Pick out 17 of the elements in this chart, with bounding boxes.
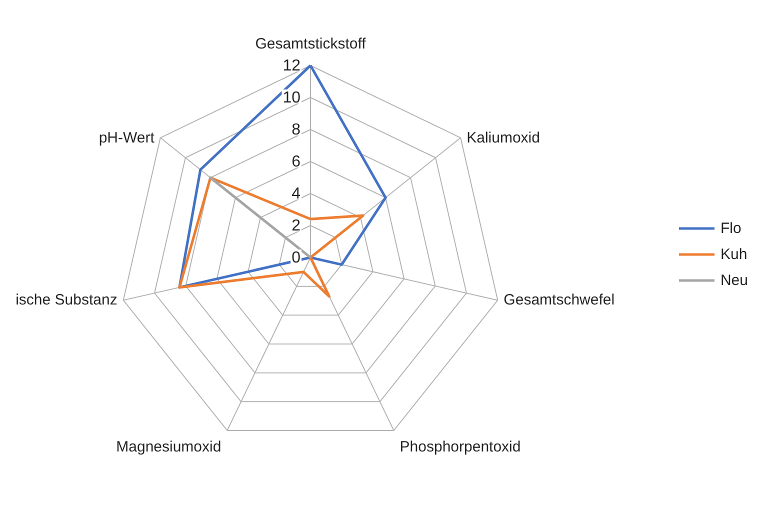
y-tick-label: 0 xyxy=(292,250,301,266)
y-tick-label: 2 xyxy=(292,218,301,234)
spoke-label: Phosphorpentoxid xyxy=(400,438,521,456)
y-tick-label: 4 xyxy=(292,186,301,202)
y-tick-label: 12 xyxy=(282,58,301,74)
legend-label: Kuh xyxy=(720,246,748,262)
legend-label: Neu xyxy=(720,272,748,288)
spoke-label: Gesamtschwefel xyxy=(504,292,615,309)
spoke-label: pH-Wert xyxy=(98,129,156,146)
spoke-label: Magnesiumoxid xyxy=(116,438,222,456)
spoke-label: ische Substanz xyxy=(16,292,118,309)
spoke-label: Gesamtstickstoff xyxy=(255,36,367,52)
y-tick-label: 8 xyxy=(292,122,301,138)
y-tick-label: 6 xyxy=(292,154,301,170)
y-tick-label: 10 xyxy=(282,90,301,106)
spoke-label: Kaliumoxid xyxy=(466,129,540,146)
legend-label: Flo xyxy=(720,220,742,236)
